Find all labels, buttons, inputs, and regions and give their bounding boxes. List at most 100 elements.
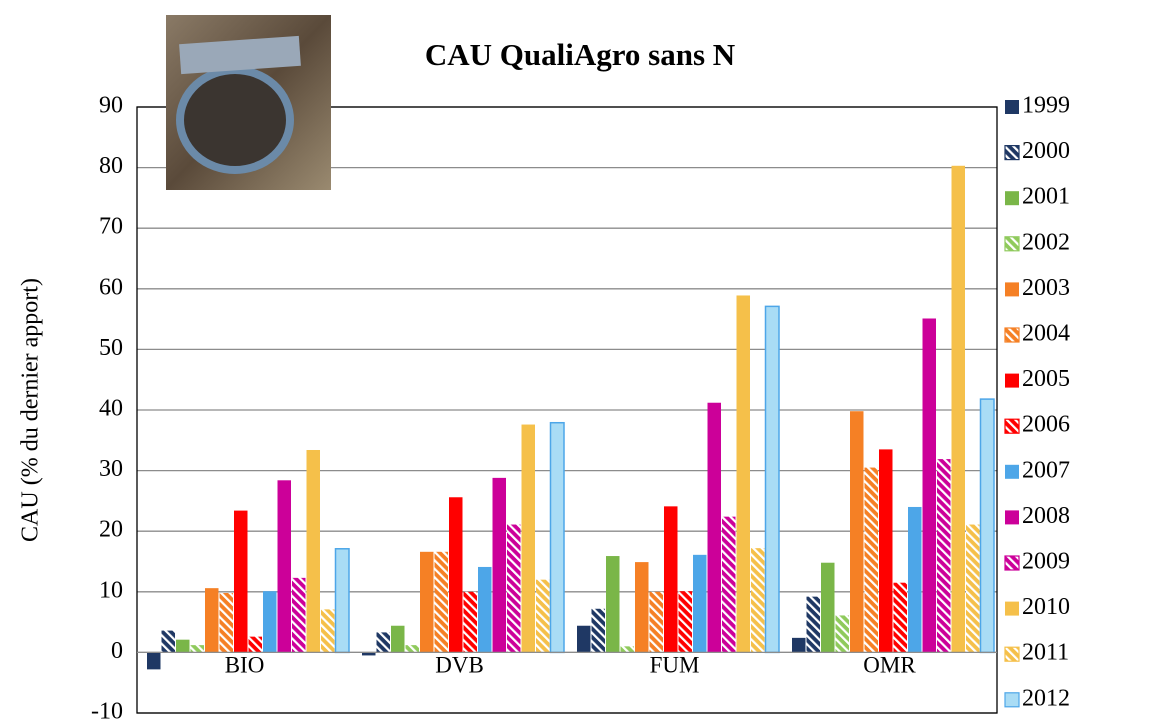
legend-swatch — [1005, 601, 1019, 616]
legend-label: 2007 — [1022, 457, 1070, 483]
bar — [893, 582, 907, 653]
legend-swatch — [1005, 464, 1019, 479]
y-tick-label: 50 — [99, 335, 123, 361]
legend-swatch — [1004, 646, 1020, 662]
bar — [792, 637, 806, 653]
y-axis-label: CAU (% du dernier apport) — [18, 278, 44, 542]
x-tick-label: FUM — [650, 652, 700, 677]
bar — [306, 449, 320, 653]
bar — [937, 459, 951, 653]
plot-border — [136, 106, 998, 714]
bar — [908, 506, 922, 653]
legend-label: 2004 — [1022, 321, 1070, 347]
y-tick-label: 10 — [99, 577, 123, 603]
legend-swatch — [1005, 191, 1019, 206]
bar — [434, 551, 448, 653]
bar — [736, 295, 750, 653]
bar — [234, 510, 248, 653]
bar — [922, 318, 936, 653]
chart-title: CAU QualiAgro sans N — [425, 37, 735, 72]
bar — [176, 639, 190, 653]
photo-bucket — [176, 66, 294, 174]
y-tick-label: 40 — [99, 396, 123, 422]
bar — [879, 449, 893, 653]
bar — [190, 645, 204, 653]
bar — [248, 636, 262, 653]
bar — [478, 566, 492, 653]
bar — [161, 630, 175, 653]
bar — [521, 424, 535, 653]
photo-blade — [179, 35, 301, 75]
bar — [334, 548, 350, 654]
y-tick-label: 60 — [99, 274, 123, 300]
legend-swatch — [1005, 373, 1019, 388]
y-tick-label: 0 — [111, 638, 123, 664]
legend-swatch — [1004, 145, 1020, 161]
bar — [205, 588, 219, 653]
bar — [219, 593, 233, 653]
bar — [620, 646, 634, 653]
legend-label: 2006 — [1022, 412, 1070, 438]
y-tick-label: 80 — [99, 153, 123, 179]
legend-label: 2000 — [1022, 138, 1070, 164]
bar — [806, 596, 820, 653]
bar — [606, 556, 620, 653]
bar — [449, 497, 463, 653]
legend-swatch — [1004, 418, 1020, 434]
bar — [664, 506, 678, 653]
x-tick-label: BIO — [225, 652, 265, 677]
bar — [821, 562, 835, 653]
legend-label: 2005 — [1022, 366, 1070, 392]
legend-swatch — [1004, 236, 1020, 252]
bar — [635, 562, 649, 653]
x-tick-label: OMR — [863, 652, 916, 677]
legend-label: 1999 — [1022, 93, 1070, 119]
bar — [549, 421, 565, 654]
bar — [835, 615, 849, 653]
legend-label: 2002 — [1022, 229, 1070, 255]
bar — [864, 467, 878, 653]
legend-label: 2009 — [1022, 549, 1070, 575]
legend-label: 2008 — [1022, 503, 1070, 529]
bar — [678, 591, 692, 653]
legend-swatch — [1005, 100, 1019, 114]
bar — [577, 625, 591, 653]
bar — [405, 645, 419, 653]
bar — [492, 477, 506, 653]
bar — [649, 591, 663, 653]
legend-label: 2012 — [1022, 685, 1070, 711]
bar — [463, 591, 477, 653]
bar — [951, 165, 965, 653]
bar — [707, 402, 721, 653]
bar — [277, 480, 291, 653]
bar — [979, 398, 995, 654]
legend-label: 2010 — [1022, 594, 1070, 620]
bar — [850, 411, 864, 653]
y-tick-label: 70 — [99, 214, 123, 240]
legend-swatch — [1004, 692, 1020, 708]
bar — [507, 524, 521, 653]
bar — [751, 548, 765, 653]
y-tick-label: 90 — [99, 93, 123, 119]
legend-swatch — [1005, 282, 1019, 297]
legend-label: 2011 — [1022, 640, 1069, 666]
bar — [292, 577, 306, 653]
bar — [764, 305, 780, 654]
bar — [321, 609, 335, 653]
x-tick-label: DVB — [435, 652, 484, 677]
bar — [420, 551, 434, 653]
y-tick-label: 20 — [99, 517, 123, 543]
bar — [391, 625, 405, 653]
legend-swatch — [1005, 510, 1019, 525]
bar — [536, 579, 550, 653]
bar — [147, 652, 161, 670]
bar — [693, 554, 707, 653]
bar — [722, 516, 736, 653]
legend-label: 2001 — [1022, 184, 1070, 210]
legend-swatch — [1004, 555, 1020, 571]
bar — [376, 632, 390, 653]
legend-label: 2003 — [1022, 275, 1070, 301]
bar — [591, 608, 605, 653]
y-tick-label: -10 — [91, 699, 123, 722]
